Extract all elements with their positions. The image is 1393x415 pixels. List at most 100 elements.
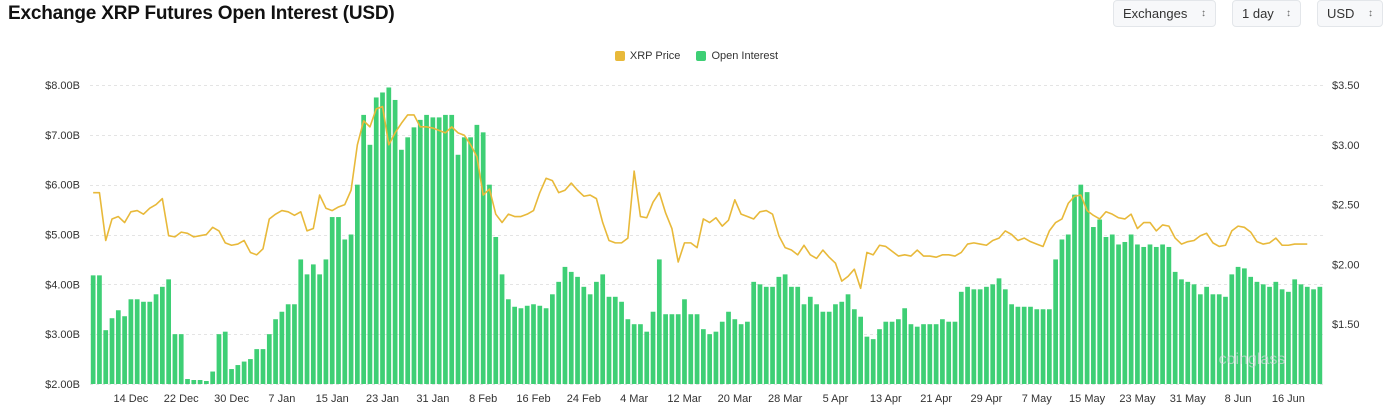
open-interest-bar — [1267, 286, 1272, 384]
open-interest-bar — [1260, 284, 1266, 384]
open-interest-bar — [1216, 294, 1222, 384]
x-tick-label: 23 May — [1119, 393, 1156, 405]
open-interest-bar — [1097, 219, 1103, 384]
x-tick-label: 30 Dec — [214, 393, 249, 405]
open-interest-bar — [298, 259, 304, 384]
exchanges-select[interactable]: Exchanges ↕ — [1113, 0, 1216, 27]
x-tick-label: 20 Mar — [718, 393, 753, 405]
legend-swatch-price — [614, 51, 625, 61]
currency-select[interactable]: USD ↕ — [1317, 0, 1383, 27]
open-interest-bar — [1028, 306, 1033, 384]
open-interest-bar — [719, 321, 725, 384]
open-interest-bar — [776, 276, 782, 384]
open-interest-bar — [1053, 259, 1058, 384]
open-interest-bar — [317, 274, 322, 384]
open-interest-bar — [386, 87, 392, 385]
x-tick-label: 7 Jan — [268, 393, 295, 405]
legend-item-price[interactable]: XRP Price — [614, 50, 681, 62]
page-title: Exchange XRP Futures Open Interest (USD) — [8, 3, 395, 24]
open-interest-bar — [1185, 281, 1191, 384]
open-interest-bar — [1229, 274, 1235, 384]
legend-label-price: XRP Price — [629, 50, 681, 62]
open-interest-bar — [996, 278, 1002, 384]
open-interest-bar — [512, 306, 517, 384]
open-interest-bar — [292, 304, 297, 384]
legend-item-open-interest[interactable]: Open Interest — [696, 50, 778, 62]
open-interest-bar — [128, 299, 134, 384]
open-interest-bar — [990, 284, 996, 384]
open-interest-bar — [411, 127, 417, 385]
open-interest-bar — [1141, 246, 1147, 384]
open-interest-bar — [97, 275, 102, 384]
open-interest-bar — [833, 304, 838, 384]
open-interest-bar — [650, 311, 656, 384]
open-interest-bar — [474, 124, 480, 385]
price-line-group — [93, 105, 1308, 290]
open-interest-bar — [310, 264, 316, 384]
open-interest-bar — [499, 274, 505, 384]
open-interest-bar — [103, 330, 109, 384]
open-interest-bar — [631, 324, 637, 384]
open-interest-bar — [1292, 279, 1298, 384]
open-interest-bar — [732, 319, 738, 384]
open-interest-bar — [537, 305, 543, 384]
open-interest-bar — [222, 331, 228, 384]
open-interest-bar — [1065, 234, 1071, 384]
open-interest-bar — [1197, 294, 1203, 384]
open-interest-bars — [90, 87, 1323, 385]
open-interest-bar — [185, 379, 190, 384]
coinglass-watermark: coinglass — [1219, 351, 1286, 368]
open-interest-bar — [1046, 309, 1052, 384]
legend-label-open-interest: Open Interest — [711, 50, 779, 62]
y-right-tick-label: $1.50 — [1332, 319, 1360, 331]
y-axis-right: $3.50 $3.00 $2.50 $2.00 $1.50 — [1332, 80, 1360, 331]
open-interest-bar — [543, 308, 549, 384]
open-interest-bar — [984, 286, 989, 384]
open-interest-bar — [940, 319, 945, 384]
x-tick-label: 8 Feb — [469, 393, 497, 405]
open-interest-bar — [1286, 291, 1291, 384]
open-interest-bar — [1279, 289, 1285, 384]
open-interest-bar — [1116, 244, 1121, 384]
open-interest-bar — [248, 359, 253, 384]
open-interest-bar — [864, 336, 870, 384]
open-interest-bar — [436, 117, 442, 384]
y-left-tick-label: $5.00B — [45, 230, 80, 242]
open-interest-bar — [329, 217, 335, 384]
open-interest-bar — [1002, 289, 1008, 384]
open-interest-bar — [556, 281, 562, 384]
open-interest-bar — [266, 334, 272, 384]
open-interest-bar — [1223, 296, 1228, 384]
x-tick-label: 24 Feb — [567, 393, 601, 405]
open-interest-bar — [619, 301, 624, 384]
open-interest-bar — [770, 286, 775, 384]
x-tick-label: 23 Jan — [366, 393, 399, 405]
open-interest-bar — [845, 294, 851, 384]
interval-select[interactable]: 1 day ↕ — [1232, 0, 1301, 27]
open-interest-bar — [487, 184, 492, 384]
open-interest-bar — [562, 266, 568, 384]
open-interest-bar — [694, 314, 700, 384]
open-interest-bar — [392, 99, 398, 384]
open-interest-bar — [826, 311, 832, 384]
open-interest-bar — [757, 284, 763, 384]
open-interest-bar — [279, 311, 285, 384]
open-interest-bar — [958, 291, 964, 384]
open-interest-bar — [612, 296, 618, 384]
open-interest-bar — [933, 324, 939, 384]
open-interest-bar — [141, 301, 146, 384]
currency-select-label: USD — [1327, 6, 1355, 21]
open-interest-bar — [1179, 279, 1184, 384]
open-interest-bar — [1015, 306, 1021, 384]
up-down-chevron-icon: ↕ — [1201, 7, 1206, 19]
x-tick-label: 13 Apr — [870, 393, 902, 405]
open-interest-bar — [682, 299, 687, 384]
open-interest-bar — [373, 97, 379, 385]
open-interest-bar — [1304, 286, 1310, 384]
open-interest-bar — [644, 331, 650, 384]
open-interest-bar — [216, 334, 222, 384]
open-interest-bar — [159, 286, 165, 384]
open-interest-bar — [707, 334, 713, 384]
open-interest-bar — [688, 314, 694, 384]
